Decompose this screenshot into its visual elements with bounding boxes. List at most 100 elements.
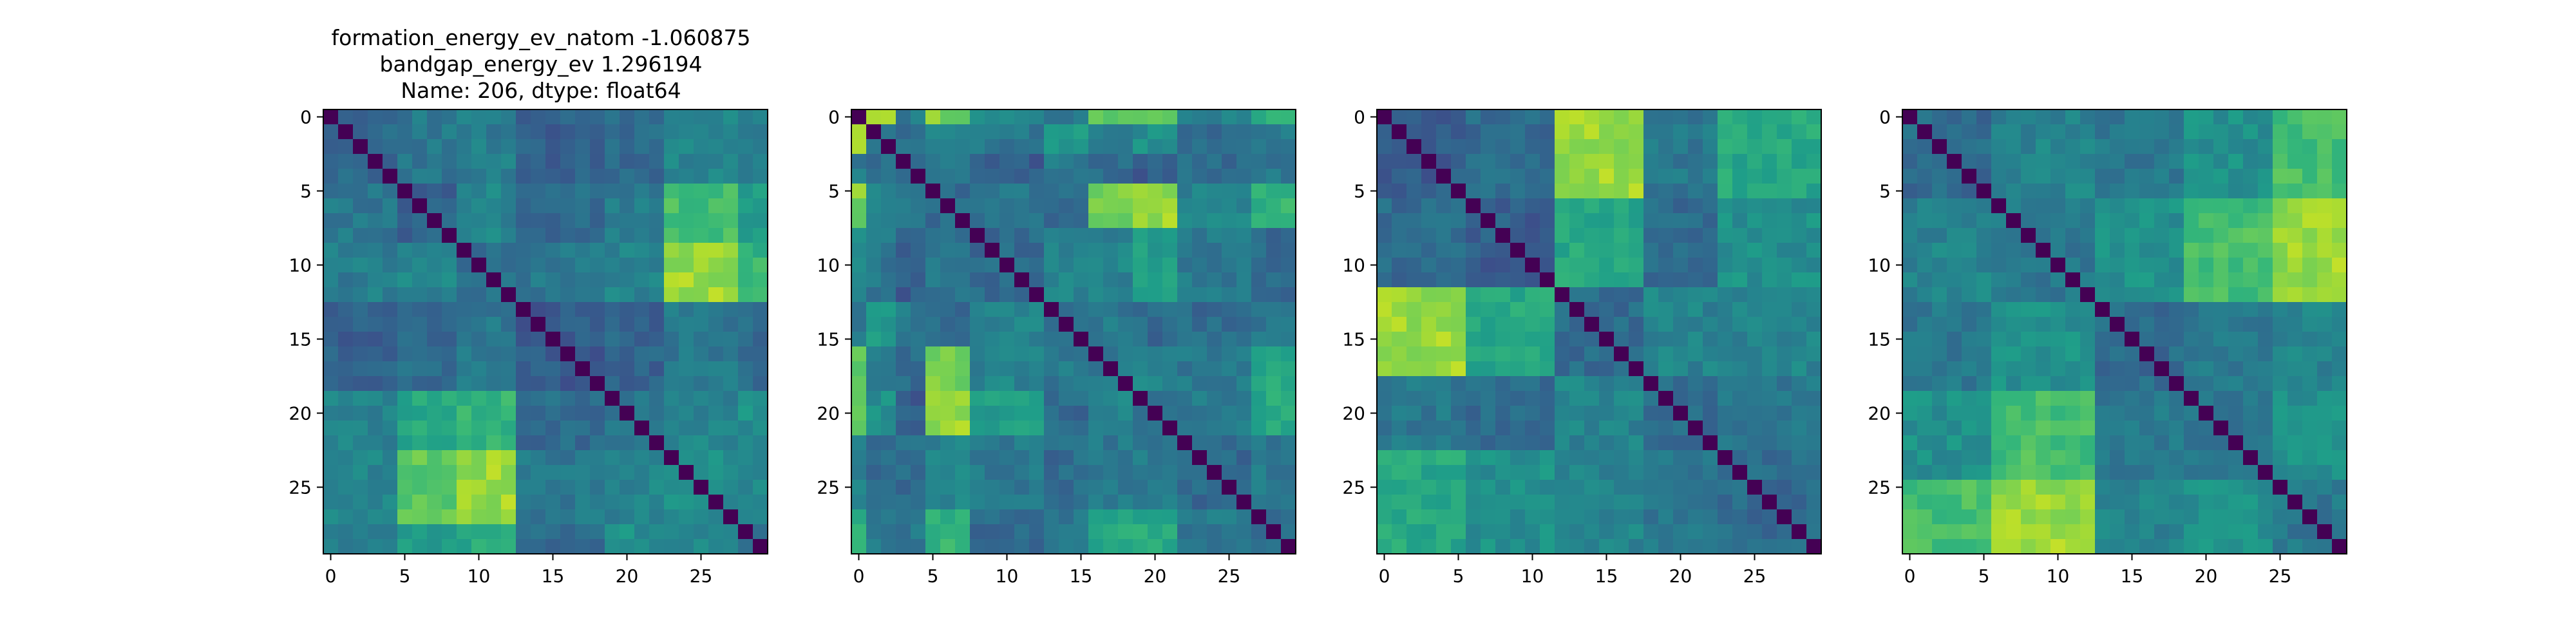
heatmap-cell	[1599, 184, 1615, 199]
heatmap-cell	[1673, 184, 1689, 199]
heatmap-cell	[1762, 272, 1777, 288]
heatmap-cell	[1177, 139, 1193, 155]
heatmap-cell	[1029, 406, 1045, 421]
heatmap-cell	[985, 243, 1000, 258]
heatmap-cell	[1777, 184, 1792, 199]
heatmap-cell	[1266, 480, 1282, 495]
heatmap-cell	[1673, 465, 1689, 480]
heatmap-cell	[397, 524, 413, 540]
heatmap-cell	[368, 154, 383, 169]
heatmap-cell	[1599, 421, 1615, 436]
heatmap-cell	[1451, 539, 1466, 554]
heatmap-cell	[1747, 213, 1763, 229]
heatmap-cell	[575, 272, 591, 288]
heatmap-cell	[851, 272, 867, 288]
heatmap-cell	[2258, 495, 2273, 510]
heatmap-cell	[620, 376, 635, 392]
heatmap-cell	[575, 213, 591, 229]
heatmap-cell	[383, 495, 398, 510]
heatmap-cell	[471, 376, 487, 392]
heatmap-cell	[1103, 376, 1119, 392]
heatmap-cell	[1481, 450, 1496, 466]
heatmap-cell	[457, 272, 472, 288]
heatmap-cell	[1976, 154, 1992, 169]
heatmap-cell	[1555, 272, 1570, 288]
heatmap-cell	[1192, 391, 1208, 406]
heatmap-cell	[1103, 421, 1119, 436]
heatmap-cell	[970, 109, 985, 125]
heatmap-cell	[999, 258, 1015, 273]
heatmap-cell	[881, 450, 896, 466]
heatmap-cell	[1266, 258, 1282, 273]
heatmap-cell	[2036, 406, 2051, 421]
heatmap-cell	[2080, 495, 2096, 510]
heatmap-cell	[851, 198, 867, 214]
x-tick-label: 10	[996, 565, 1019, 587]
heatmap-cell	[1614, 421, 1629, 436]
heatmap-cell	[1251, 184, 1267, 199]
heatmap-cell	[2287, 154, 2303, 169]
heatmap-cell	[323, 406, 339, 421]
heatmap-cell	[1525, 317, 1540, 332]
heatmap-cell	[368, 272, 383, 288]
heatmap-cell	[1555, 539, 1570, 554]
heatmap-cell	[1074, 509, 1089, 525]
heatmap-cell	[1118, 169, 1133, 184]
heatmap-cell	[851, 287, 867, 303]
heatmap-cell	[911, 495, 926, 510]
heatmap-cell	[1495, 450, 1511, 466]
heatmap-cell	[1806, 524, 1822, 540]
heatmap-cell	[1976, 435, 1992, 451]
heatmap-cell	[1947, 421, 1962, 436]
heatmap-cell	[1747, 124, 1763, 140]
heatmap-cell	[1584, 184, 1600, 199]
heatmap-cell	[2273, 480, 2288, 495]
heatmap-cell	[397, 258, 413, 273]
heatmap-cell	[649, 346, 665, 362]
heatmap-cell	[1643, 198, 1659, 214]
heatmap-cell	[1747, 465, 1763, 480]
heatmap-cell	[985, 109, 1000, 125]
heatmap-cell	[2139, 391, 2155, 406]
heatmap-cell	[2154, 154, 2170, 169]
heatmap-cell	[881, 154, 896, 169]
heatmap-cell	[1421, 435, 1437, 451]
heatmap-cell	[1569, 435, 1585, 451]
heatmap-cell	[427, 302, 442, 317]
heatmap-cell	[1029, 421, 1045, 436]
heatmap-cell	[1044, 139, 1059, 155]
heatmap-cell	[970, 154, 985, 169]
heatmap-cell	[545, 154, 561, 169]
heatmap-cell	[1732, 539, 1748, 554]
heatmap-cell	[1481, 421, 1496, 436]
heatmap-cell	[881, 139, 896, 155]
heatmap-cell	[1192, 184, 1208, 199]
heatmap-cell	[427, 346, 442, 362]
heatmap-cell	[397, 213, 413, 229]
heatmap-cell	[851, 376, 867, 392]
heatmap-cell	[1495, 509, 1511, 525]
heatmap-cell	[851, 228, 867, 243]
heatmap-cell	[457, 509, 472, 525]
heatmap-cell	[1962, 391, 1977, 406]
heatmap-cell	[1281, 169, 1296, 184]
plot-frame	[323, 109, 768, 554]
heatmap-cell	[1162, 243, 1178, 258]
heatmap-cell	[753, 302, 768, 317]
heatmap-cell	[2125, 184, 2140, 199]
heatmap-cell	[896, 154, 911, 169]
heatmap-cell	[2302, 317, 2318, 332]
heatmap-cell	[2021, 124, 2036, 140]
heatmap-cell	[2213, 198, 2229, 214]
heatmap-cell	[545, 287, 561, 303]
heatmap-cell	[442, 109, 457, 125]
heatmap-cell	[457, 258, 472, 273]
heatmap-cell	[1266, 317, 1282, 332]
heatmap-cell	[1451, 139, 1466, 155]
heatmap-cell	[457, 450, 472, 466]
heatmap-cell	[575, 228, 591, 243]
heatmap-cell	[1643, 154, 1659, 169]
heatmap-cell	[664, 317, 679, 332]
heatmap-cell	[1466, 124, 1481, 140]
heatmap-cell	[1747, 332, 1763, 347]
